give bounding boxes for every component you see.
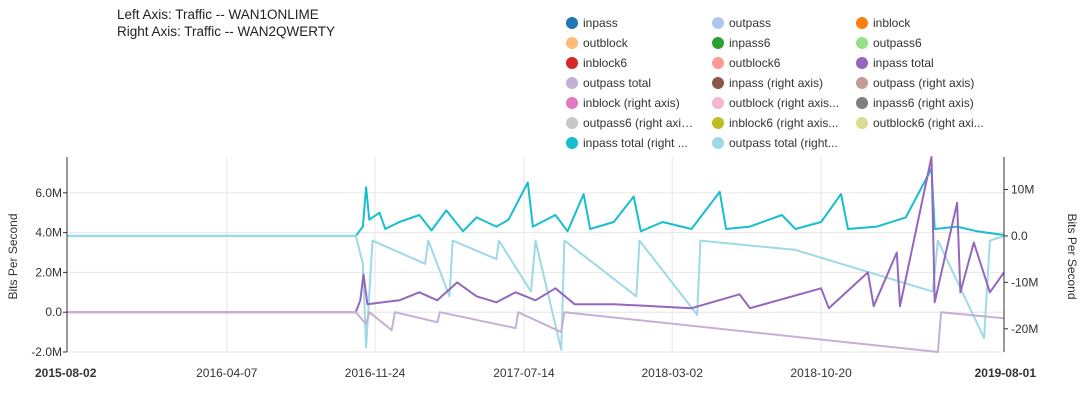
x-tick-label: 2018-10-20 bbox=[790, 366, 852, 380]
legend-swatch-icon bbox=[566, 37, 578, 49]
legend-swatch-icon bbox=[856, 17, 868, 29]
legend-swatch-icon bbox=[856, 57, 868, 69]
y2-tick-label: -10M bbox=[1011, 275, 1038, 289]
legend-item[interactable]: outblock6 (right axi... bbox=[856, 113, 984, 133]
right-axis-title: Right Axis: Traffic -- WAN2QWERTY bbox=[117, 24, 336, 39]
legend-item[interactable]: outpass total (right... bbox=[712, 133, 838, 153]
legend-item[interactable]: outpass6 (right axis... bbox=[566, 113, 695, 133]
legend-item[interactable]: inblock6 bbox=[566, 53, 627, 73]
legend-swatch-icon bbox=[566, 97, 578, 109]
y-axis-title: Bits Per Second bbox=[6, 213, 20, 299]
legend-swatch-icon bbox=[712, 17, 724, 29]
x-tick-label: 2017-07-14 bbox=[493, 366, 555, 380]
y2-tick-label: -20M bbox=[1011, 322, 1038, 336]
legend-swatch-icon bbox=[712, 37, 724, 49]
legend-swatch-icon bbox=[712, 97, 724, 109]
legend-item[interactable]: outblock (right axis... bbox=[712, 93, 839, 113]
legend-item[interactable]: inpass total (right ... bbox=[566, 133, 688, 153]
series-line-0 bbox=[67, 167, 1004, 237]
series-line-2 bbox=[67, 156, 1004, 314]
series-line-1 bbox=[67, 234, 1004, 351]
legend-swatch-icon bbox=[566, 117, 578, 129]
legend-item[interactable]: inblock bbox=[856, 13, 910, 33]
legend-swatch-icon bbox=[566, 137, 578, 149]
legend-item[interactable]: inblock (right axis) bbox=[566, 93, 680, 113]
y-tick-label: 6.0M bbox=[35, 186, 62, 200]
y-tick-label: 4.0M bbox=[35, 226, 62, 240]
x-tick-label: 2016-11-24 bbox=[345, 366, 406, 380]
y2-tick-label: 10M bbox=[1011, 183, 1034, 197]
legend-swatch-icon bbox=[712, 117, 724, 129]
y2-axis-title: Bits Per Second bbox=[1065, 213, 1079, 299]
legend-swatch-icon bbox=[712, 137, 724, 149]
x-tick-label: 2019-08-01 bbox=[975, 366, 1037, 380]
legend-item[interactable]: outblock6 bbox=[712, 53, 780, 73]
y-tick-label: -2.0M bbox=[31, 345, 62, 359]
legend-swatch-icon bbox=[566, 17, 578, 29]
x-tick-label: 2015-08-02 bbox=[35, 366, 97, 380]
legend-item[interactable]: inpass6 (right axis) bbox=[856, 93, 974, 113]
legend-item[interactable]: outpass bbox=[712, 13, 771, 33]
legend-swatch-icon bbox=[856, 97, 868, 109]
legend-item[interactable]: inpass6 bbox=[712, 33, 770, 53]
legend-swatch-icon bbox=[712, 77, 724, 89]
legend-item[interactable]: inpass total bbox=[856, 53, 934, 73]
legend-swatch-icon bbox=[856, 77, 868, 89]
legend-swatch-icon bbox=[566, 77, 578, 89]
chart-header: Left Axis: Traffic -- WAN1ONLIME Right A… bbox=[117, 6, 335, 40]
x-tick-label: 2018-03-02 bbox=[642, 366, 704, 380]
legend-item[interactable]: inblock6 (right axis... bbox=[712, 113, 838, 133]
legend-item[interactable]: inpass (right axis) bbox=[712, 73, 823, 93]
legend-item[interactable]: outpass total bbox=[566, 73, 651, 93]
legend-item[interactable]: inpass bbox=[566, 13, 618, 33]
legend-item[interactable]: outblock bbox=[566, 33, 628, 53]
x-tick-label: 2016-04-07 bbox=[196, 366, 258, 380]
legend-swatch-icon bbox=[712, 57, 724, 69]
plot-area bbox=[67, 157, 1004, 352]
legend-item[interactable]: outpass6 bbox=[856, 33, 922, 53]
legend-item[interactable]: outpass (right axis) bbox=[856, 73, 974, 93]
y-tick-label: 0.0 bbox=[45, 305, 62, 319]
y2-tick-label: 0.0 bbox=[1011, 229, 1028, 243]
legend-swatch-icon bbox=[856, 37, 868, 49]
legend-swatch-icon bbox=[856, 117, 868, 129]
left-axis-title: Left Axis: Traffic -- WAN1ONLIME bbox=[117, 7, 319, 22]
y-tick-label: 2.0M bbox=[35, 265, 62, 279]
series-line-3 bbox=[67, 311, 1004, 353]
legend-swatch-icon bbox=[566, 57, 578, 69]
